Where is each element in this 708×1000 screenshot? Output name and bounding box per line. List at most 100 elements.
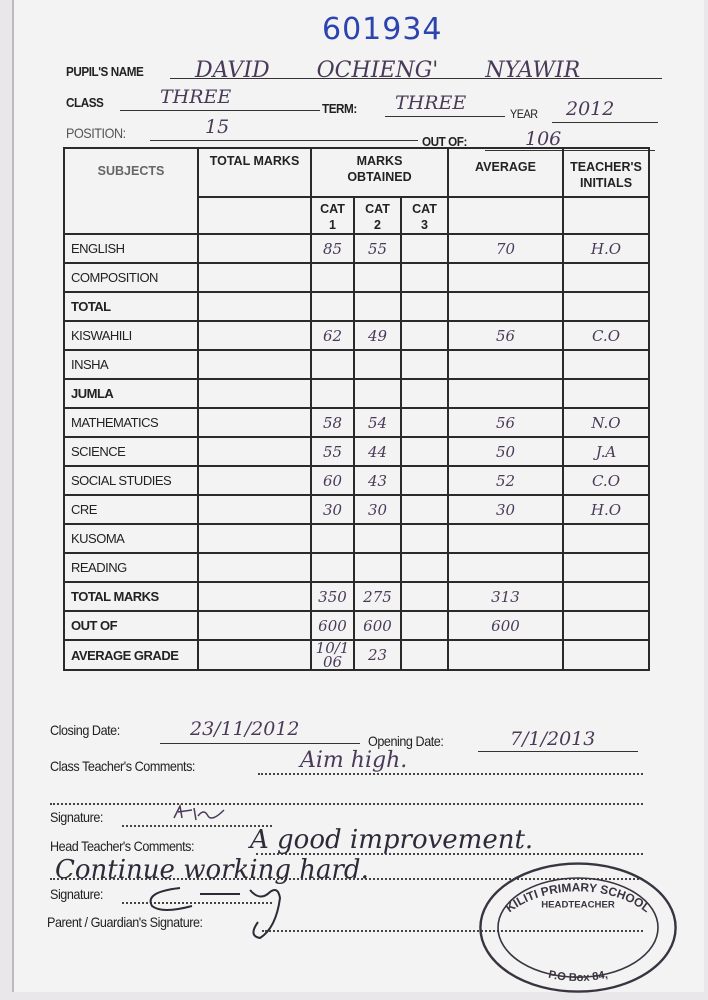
initials-cell [562, 552, 650, 583]
subject-cell: COMPOSITION [63, 262, 199, 293]
header-total-marks: TOTAL MARKS [197, 147, 312, 198]
header-marks-obtained: MARKS OBTAINED [310, 147, 449, 198]
head-teacher-signature [149, 887, 282, 940]
cat2-cell [353, 262, 402, 293]
table-row: READING [63, 552, 650, 583]
cat2-cell: 600 [353, 610, 402, 641]
total-marks-cell [197, 639, 312, 671]
class-line [120, 110, 320, 111]
average-cell: 70 [447, 233, 564, 264]
initials-cell: J.A [562, 436, 650, 467]
subject-cell: TOTAL MARKS [63, 581, 199, 612]
total-marks-cell [197, 407, 312, 438]
average-cell [447, 349, 564, 380]
cat1-cell: 85 [310, 233, 355, 264]
parent-signature-label: Parent / Guardian's Signature: [47, 914, 203, 930]
cat1-cell [310, 291, 355, 322]
subject-cell: TOTAL [63, 291, 199, 322]
cat2-cell: 23 [353, 639, 402, 671]
cat3-cell [400, 349, 449, 380]
table-row: ENGLISH 85 55 70 H.O [63, 233, 650, 264]
average-cell [447, 523, 564, 554]
average-cell: 56 [447, 407, 564, 438]
subject-cell: READING [63, 552, 199, 583]
table-row: OUT OF 600 600 600 [63, 610, 650, 641]
table-row: AVERAGE GRADE 10/106 23 [63, 639, 650, 671]
svg-text:P.O Box 84,: P.O Box 84, [547, 969, 609, 984]
cat2-cell: 49 [353, 320, 402, 351]
average-cell: 50 [447, 436, 564, 467]
table-row: CRE 30 30 30 H.O [63, 494, 650, 525]
initials-cell [562, 291, 650, 322]
average-cell: 52 [447, 465, 564, 496]
header-average: AVERAGE [447, 147, 564, 198]
average-cell: 600 [447, 610, 564, 641]
initials-cell [562, 262, 650, 293]
cat2-cell: 54 [353, 407, 402, 438]
cat1-cell: 30 [310, 494, 355, 525]
year-label: YEAR [510, 107, 538, 121]
term-value: THREE [395, 92, 467, 114]
header-subjects: SUBJECTS [63, 147, 199, 235]
position-value: 15 [205, 116, 230, 138]
year-line [552, 122, 658, 123]
cat1-cell [310, 349, 355, 380]
table-row: SCIENCE 55 44 50 J.A [63, 436, 650, 467]
class-teacher-signature [173, 803, 225, 821]
cat3-cell [400, 262, 449, 293]
header-cat3: CAT 3 [400, 196, 449, 235]
cat3-cell [400, 494, 449, 525]
subject-cell: KISWAHILI [63, 320, 199, 351]
subject-cell: INSHA [63, 349, 199, 380]
total-marks-cell [197, 233, 312, 264]
table-row: COMPOSITION [63, 262, 650, 293]
subject-cell: OUT OF [63, 610, 199, 641]
cat1-cell [310, 262, 355, 293]
subject-cell: ENGLISH [63, 233, 199, 264]
cat2-cell [353, 349, 402, 380]
closing-date-value: 23/11/2012 [190, 718, 300, 740]
cat2-cell: 44 [353, 436, 402, 467]
initials-cell: H.O [562, 233, 650, 264]
average-cell: 56 [447, 320, 564, 351]
opening-date-value: 7/1/2013 [510, 728, 596, 750]
total-marks-cell [197, 320, 312, 351]
class-label: CLASS [66, 95, 104, 110]
cat1-cell [310, 523, 355, 554]
cat2-cell: 55 [353, 233, 402, 264]
serial-number: 601934 [322, 12, 443, 47]
total-marks-cell [197, 581, 312, 612]
stamp-role: HEADTEACHER [541, 900, 615, 911]
cat1-cell [310, 552, 355, 583]
initials-cell: H.O [562, 494, 650, 525]
initials-cell [562, 349, 650, 380]
total-marks-cell [197, 523, 312, 554]
year-value: 2012 [566, 98, 615, 120]
table-row: TOTAL [63, 291, 650, 322]
cat3-cell [400, 291, 449, 322]
subject-cell: SCIENCE [63, 436, 199, 467]
cat1-cell: 60 [310, 465, 355, 496]
class-teacher-comments-label: Class Teacher's Comments: [50, 758, 195, 774]
school-stamp: KILITI PRIMARY SCHOOL HEADTEACHER P.O Bo… [479, 862, 677, 993]
cat2-cell: 30 [353, 494, 402, 525]
header-cat2: CAT 2 [353, 196, 402, 235]
out-of-value: 106 [525, 128, 562, 150]
subject-cell: JUMLA [63, 378, 199, 409]
out-of-label: OUT OF: [422, 134, 467, 149]
header-teachers-initials: TEACHER'S INITIALS [562, 147, 650, 198]
cat3-cell [400, 523, 449, 554]
position-line [150, 140, 418, 141]
average-cell: 313 [447, 581, 564, 612]
total-marks-cell [197, 494, 312, 525]
signature-label: Signature: [50, 809, 103, 825]
class-value: THREE [160, 86, 232, 108]
pupil-name-line [170, 78, 662, 79]
total-marks-cell [197, 465, 312, 496]
position-label: POSITION: [66, 125, 126, 141]
total-marks-cell [197, 291, 312, 322]
term-label: TERM: [322, 101, 357, 116]
subject-cell: KUSOMA [63, 523, 199, 554]
average-cell: 30 [447, 494, 564, 525]
average-cell [447, 552, 564, 583]
